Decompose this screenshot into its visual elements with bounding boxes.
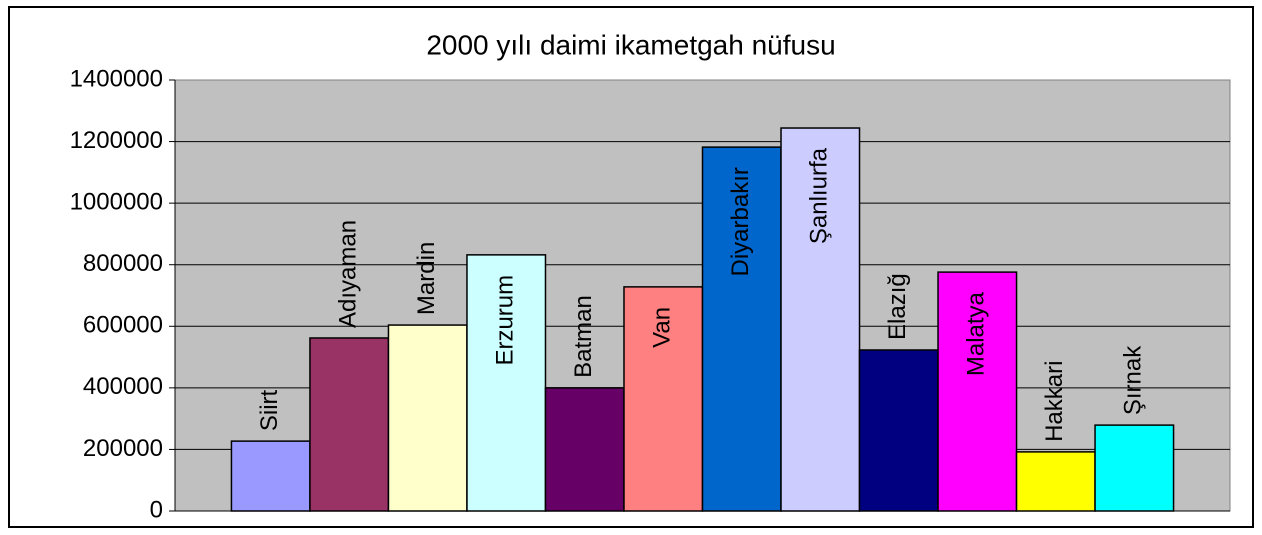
bar-label: Diyarbakır	[727, 167, 754, 276]
bar	[1015, 451, 1096, 512]
bar	[544, 387, 625, 512]
bar-label: Malatya	[963, 291, 990, 376]
bar	[387, 324, 468, 512]
bar	[780, 127, 861, 512]
y-tick-label: 400000	[83, 373, 163, 400]
bar-label: Hakkari	[1041, 361, 1068, 442]
bar	[623, 286, 704, 512]
y-tick-label: 600000	[83, 312, 163, 339]
y-tick-label: 0	[150, 496, 163, 523]
bar	[309, 337, 390, 512]
bar-label: Elazığ	[884, 273, 911, 340]
bar	[701, 146, 782, 512]
bar	[937, 271, 1018, 512]
bar-label: Batman	[570, 295, 597, 378]
y-tick-label: 800000	[83, 250, 163, 277]
bar-label: Erzurum	[492, 275, 519, 366]
y-tick-label: 1400000	[70, 65, 163, 92]
bar-label: Şanlıurfa	[806, 147, 833, 244]
bar	[466, 254, 547, 512]
bar-label: Siirt	[256, 389, 283, 431]
bar-label: Mardin	[413, 242, 440, 315]
bar-label: Van	[649, 307, 676, 348]
y-tick-label: 200000	[83, 435, 163, 462]
bar-label: Şırnak	[1120, 345, 1147, 415]
bar-label: Adıyaman	[335, 220, 362, 328]
bar	[1094, 424, 1175, 512]
chart-title: 2000 yılı daimi ikametgah nüfusu	[426, 29, 835, 60]
y-tick-label: 1000000	[70, 188, 163, 215]
y-tick-label: 1200000	[70, 127, 163, 154]
bar	[230, 440, 311, 512]
bar	[858, 349, 939, 512]
